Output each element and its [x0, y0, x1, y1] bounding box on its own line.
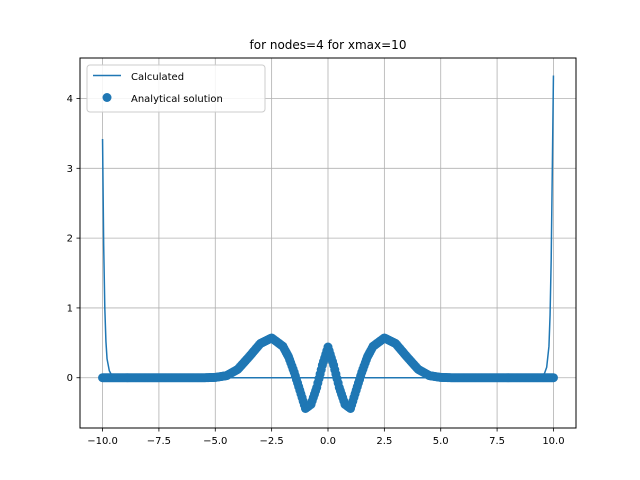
- y-tick-label: 0: [67, 373, 73, 384]
- legend-label-analytical: Analytical solution: [131, 94, 223, 105]
- legend: Calculated Analytical solution: [86, 64, 266, 113]
- x-tick-label: 7.5: [489, 436, 505, 447]
- plot-area: [98, 75, 558, 413]
- analytical-point: [548, 373, 558, 383]
- y-tick-label: 1: [67, 303, 73, 314]
- y-axis: 0 1 2 3 4: [67, 94, 80, 384]
- y-tick-label: 3: [67, 164, 73, 175]
- series-analytical-solution: [98, 333, 558, 413]
- legend-label-calculated: Calculated: [131, 72, 184, 83]
- y-tick-label: 2: [67, 234, 73, 245]
- legend-marker-icon: [102, 93, 112, 102]
- x-tick-label: 0.0: [320, 436, 336, 447]
- x-tick-label: 5.0: [433, 436, 449, 447]
- x-tick-label: −2.5: [259, 436, 283, 447]
- x-tick-label: 2.5: [376, 436, 392, 447]
- x-axis: −10.0 −7.5 −5.0 −2.5 0.0 2.5 5.0 7.5 10.0: [87, 428, 565, 447]
- x-tick-label: −7.5: [147, 436, 171, 447]
- chart-title: for nodes=4 for xmax=10: [250, 38, 407, 52]
- x-tick-label: −10.0: [87, 436, 118, 447]
- y-tick-label: 4: [67, 94, 73, 105]
- series-calculated-line: [101, 75, 555, 379]
- x-tick-label: −5.0: [203, 436, 227, 447]
- legend-box: [86, 64, 266, 113]
- x-tick-label: 10.0: [542, 436, 564, 447]
